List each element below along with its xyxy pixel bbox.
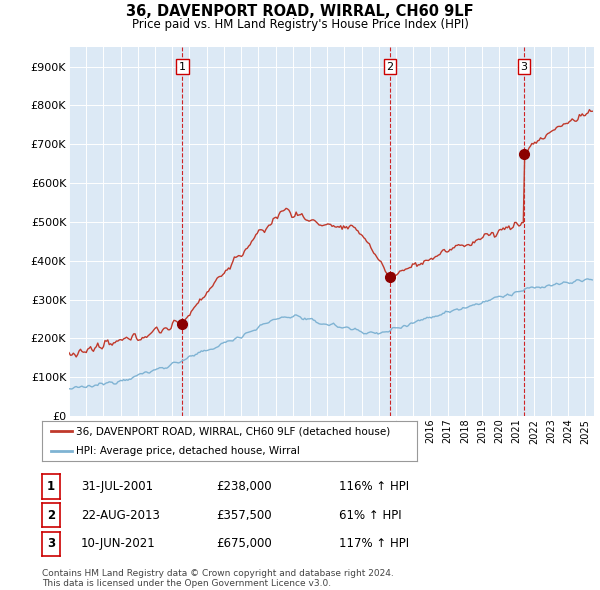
Text: 36, DAVENPORT ROAD, WIRRAL, CH60 9LF: 36, DAVENPORT ROAD, WIRRAL, CH60 9LF xyxy=(126,4,474,19)
Text: 117% ↑ HPI: 117% ↑ HPI xyxy=(339,537,409,550)
Text: 61% ↑ HPI: 61% ↑ HPI xyxy=(339,509,401,522)
Text: 36, DAVENPORT ROAD, WIRRAL, CH60 9LF (detached house): 36, DAVENPORT ROAD, WIRRAL, CH60 9LF (de… xyxy=(76,427,390,436)
Text: Price paid vs. HM Land Registry's House Price Index (HPI): Price paid vs. HM Land Registry's House … xyxy=(131,18,469,31)
Text: 2: 2 xyxy=(386,61,394,71)
Text: 116% ↑ HPI: 116% ↑ HPI xyxy=(339,480,409,493)
Text: 3: 3 xyxy=(521,61,527,71)
Text: 22-AUG-2013: 22-AUG-2013 xyxy=(81,509,160,522)
Text: 2: 2 xyxy=(47,509,55,522)
Text: £238,000: £238,000 xyxy=(216,480,272,493)
Text: Contains HM Land Registry data © Crown copyright and database right 2024.
This d: Contains HM Land Registry data © Crown c… xyxy=(42,569,394,588)
Text: 31-JUL-2001: 31-JUL-2001 xyxy=(81,480,153,493)
Text: £357,500: £357,500 xyxy=(216,509,272,522)
Text: 1: 1 xyxy=(179,61,186,71)
Text: 1: 1 xyxy=(47,480,55,493)
Text: 3: 3 xyxy=(47,537,55,550)
Text: 10-JUN-2021: 10-JUN-2021 xyxy=(81,537,156,550)
Text: HPI: Average price, detached house, Wirral: HPI: Average price, detached house, Wirr… xyxy=(76,447,299,456)
Text: £675,000: £675,000 xyxy=(216,537,272,550)
